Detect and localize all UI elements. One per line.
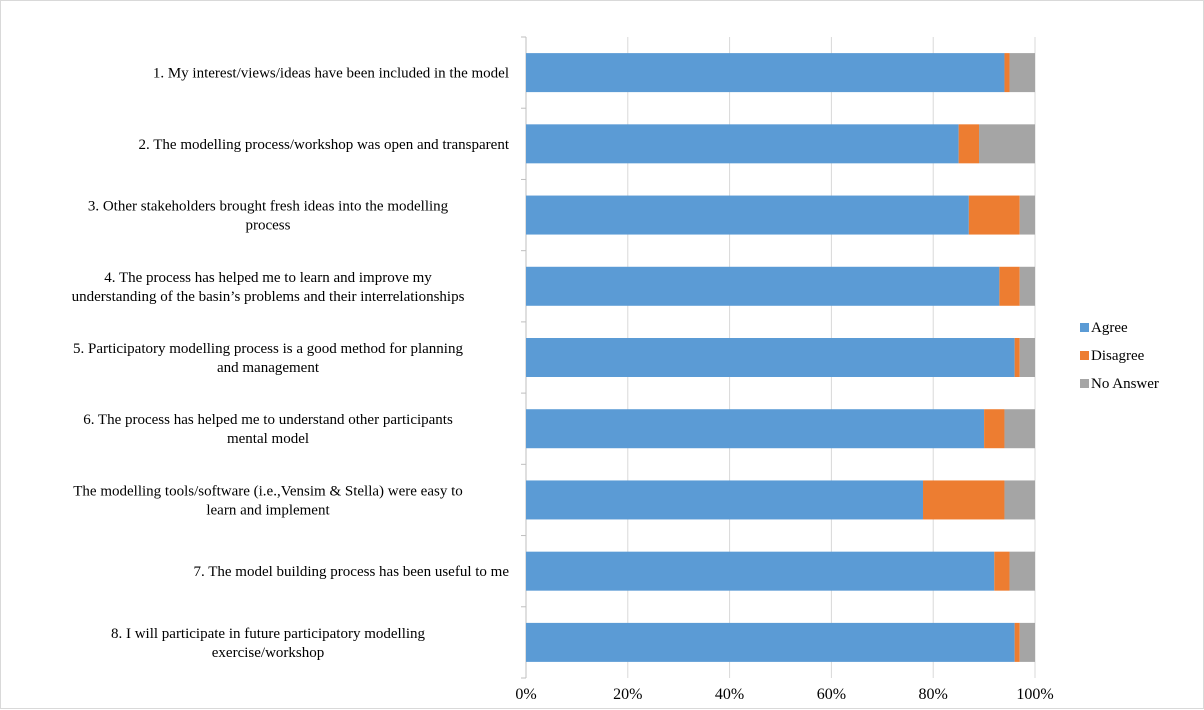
category-label-line: 3. Other stakeholders brought fresh idea…	[88, 199, 449, 215]
legend-swatch	[1080, 323, 1089, 332]
bar-segment-no-answer	[1019, 622, 1035, 662]
bar-segment-disagree	[968, 195, 1020, 235]
x-tick-label: 20%	[613, 686, 642, 703]
bar-segment-agree	[526, 124, 959, 164]
x-tick-label: 40%	[715, 686, 744, 703]
bar-segment-disagree	[984, 409, 1005, 449]
bar-segment-no-answer	[1009, 53, 1035, 93]
bar-segment-no-answer	[1004, 409, 1035, 449]
category-label: 5. Participatory modelling process is a …	[73, 341, 463, 376]
category-label-line: 4. The process has helped me to learn an…	[104, 270, 432, 286]
category-label-line: 7. The model building process has been u…	[194, 564, 510, 580]
x-tick-label: 100%	[1016, 686, 1053, 703]
category-label-line: and management	[217, 360, 320, 376]
category-label: The modelling tools/software (i.e.,Vensi…	[73, 483, 463, 518]
bar-segment-disagree	[1014, 622, 1020, 662]
bar-segment-agree	[526, 53, 1005, 93]
legend-swatch	[1080, 351, 1089, 360]
category-label-line: understanding of the basin’s problems an…	[72, 289, 465, 305]
bar-segment-agree	[526, 409, 985, 449]
bar-segment-no-answer	[1019, 338, 1035, 377]
category-label-line: process	[246, 218, 291, 234]
category-label-line: learn and implement	[206, 502, 330, 518]
bar-segment-no-answer	[979, 124, 1035, 164]
category-label-line: 6. The process has helped me to understa…	[83, 412, 453, 428]
bar-segment-disagree	[999, 266, 1020, 306]
category-label-line: 2. The modelling process/workshop was op…	[139, 137, 510, 153]
category-label: 1. My interest/views/ideas have been inc…	[153, 66, 509, 82]
bar-segment-disagree	[994, 551, 1010, 591]
category-label-line: exercise/workshop	[212, 645, 324, 661]
bar-segment-agree	[526, 551, 995, 591]
category-label-line: 1. My interest/views/ideas have been inc…	[153, 66, 509, 82]
category-label-line: 8. I will participate in future particip…	[111, 626, 426, 642]
legend-label: Disagree	[1091, 348, 1145, 364]
bar-segment-agree	[526, 195, 969, 235]
category-label: 4. The process has helped me to learn an…	[72, 270, 465, 305]
category-label: 6. The process has helped me to understa…	[83, 412, 453, 447]
category-label: 8. I will participate in future particip…	[111, 626, 426, 661]
x-tick-label: 80%	[919, 686, 948, 703]
bar-segment-no-answer	[1009, 551, 1035, 591]
bar-segment-disagree	[1014, 338, 1020, 377]
category-label: 2. The modelling process/workshop was op…	[139, 137, 510, 153]
bar-segment-disagree	[958, 124, 980, 164]
category-label-line: 5. Participatory modelling process is a …	[73, 341, 463, 357]
bar-segment-agree	[526, 266, 1000, 306]
category-label: 7. The model building process has been u…	[194, 564, 510, 580]
bar-segment-no-answer	[1019, 195, 1035, 235]
legend-swatch	[1080, 379, 1089, 388]
category-label: 3. Other stakeholders brought fresh idea…	[88, 199, 449, 234]
legend-label: No Answer	[1091, 376, 1159, 392]
category-label-line: The modelling tools/software (i.e.,Vensi…	[73, 483, 463, 499]
bar-segment-no-answer	[1019, 266, 1035, 306]
bar-segment-disagree	[923, 480, 1005, 520]
legend-label: Agree	[1091, 320, 1128, 336]
bar-segment-agree	[526, 338, 1015, 377]
bar-segment-agree	[526, 622, 1015, 662]
category-label-line: mental model	[227, 431, 309, 447]
x-tick-label: 0%	[515, 686, 536, 703]
bar-segment-no-answer	[1004, 480, 1035, 520]
bar-segment-agree	[526, 480, 924, 520]
bar-segment-disagree	[1004, 53, 1010, 93]
x-tick-label: 60%	[817, 686, 846, 703]
